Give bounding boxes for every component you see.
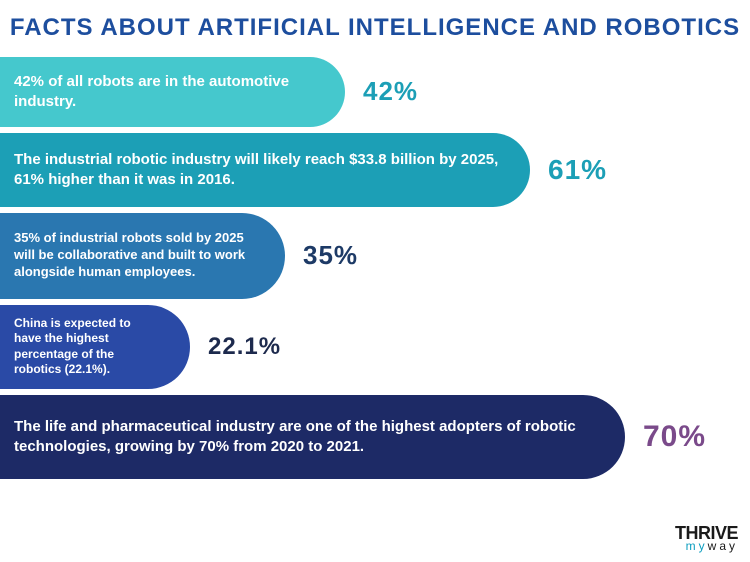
bar-text: 35% of industrial robots sold by 2025 wi… — [14, 230, 255, 281]
bar-pct: 42% — [363, 76, 418, 107]
bar: China is expected to have the highest pe… — [0, 305, 190, 389]
bar: The life and pharmaceutical industry are… — [0, 395, 625, 479]
bar-pct: 22.1% — [208, 333, 281, 361]
bar-row: The industrial robotic industry will lik… — [0, 133, 750, 207]
bar-row: China is expected to have the highest pe… — [0, 305, 750, 389]
bar-pct: 35% — [303, 240, 358, 271]
brand-logo: THRIVE myway — [675, 525, 738, 552]
bar-pct: 70% — [643, 420, 706, 454]
bar-text: China is expected to have the highest pe… — [14, 316, 160, 378]
bar: 42% of all robots are in the automotive … — [0, 57, 345, 127]
bar-row: The life and pharmaceutical industry are… — [0, 395, 750, 479]
logo-way: way — [708, 539, 738, 553]
bar-pct: 61% — [548, 154, 607, 186]
bar-row: 42% of all robots are in the automotive … — [0, 57, 750, 127]
bar-text: The life and pharmaceutical industry are… — [14, 417, 595, 456]
bar-text: 42% of all robots are in the automotive … — [14, 72, 315, 111]
bar-text: The industrial robotic industry will lik… — [14, 150, 500, 189]
bar: The industrial robotic industry will lik… — [0, 133, 530, 207]
bar-row: 35% of industrial robots sold by 2025 wi… — [0, 213, 750, 299]
logo-my: my — [686, 539, 708, 553]
bar-chart: 42% of all robots are in the automotive … — [0, 57, 750, 479]
page-title: FACTS ABOUT ARTIFICIAL INTELLIGENCE AND … — [0, 0, 750, 43]
bar: 35% of industrial robots sold by 2025 wi… — [0, 213, 285, 299]
